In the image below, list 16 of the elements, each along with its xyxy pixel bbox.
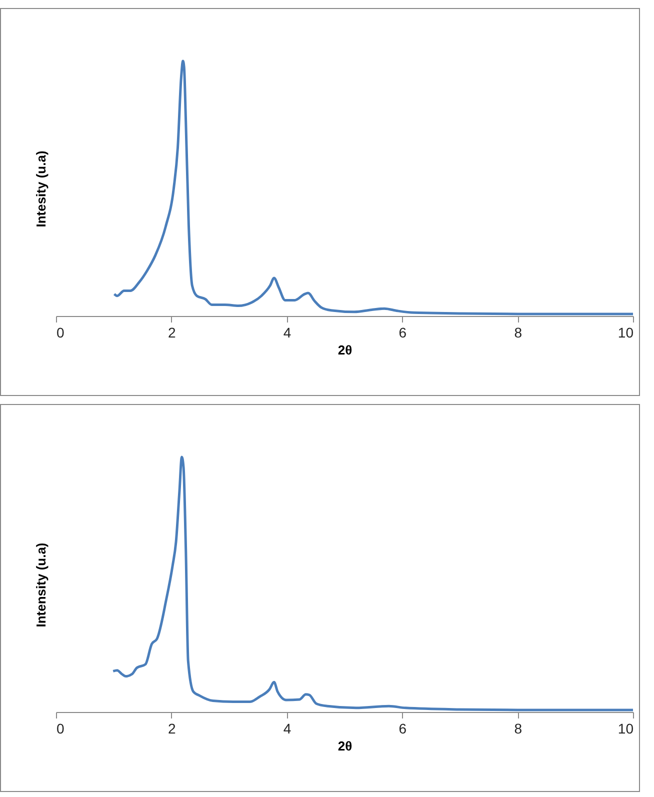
- y-axis-title: Intesity (u.a): [34, 150, 48, 228]
- x-tick-label: 8: [514, 720, 522, 736]
- x-tick-label: 10: [618, 324, 634, 340]
- x-tick-label: 8: [514, 324, 522, 340]
- x-tick-label: 0: [56, 720, 64, 736]
- x-tick-label: 6: [398, 720, 407, 736]
- x-tick-label: 4: [283, 324, 292, 340]
- x-axis-title: 2θ: [338, 342, 352, 358]
- x-tick-label: 10: [618, 720, 634, 736]
- x-axis-title: 2θ: [338, 738, 352, 754]
- x-tick-label: 0: [56, 324, 64, 340]
- x-tick-label: 6: [398, 324, 407, 340]
- x-tick-label: 2: [168, 324, 176, 340]
- y-axis-title: Intensity (u.a): [34, 542, 48, 628]
- x-tick-label: 2: [168, 720, 176, 736]
- x-tick-label: 4: [283, 720, 292, 736]
